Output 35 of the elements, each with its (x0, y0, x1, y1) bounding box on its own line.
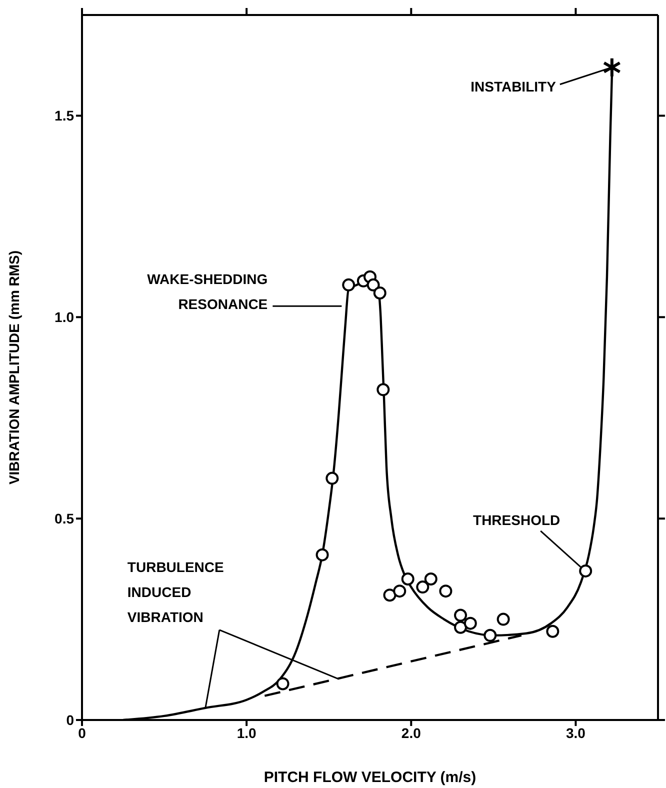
y-axis-title: VIBRATION AMPLITUDE (mm RMS) (6, 250, 22, 485)
point (464, 616, 477, 630)
point (316, 548, 329, 562)
annotation: TURBULENCE INDUCED VIBRATION (127, 558, 224, 625)
x-tick-label: 2.0 (401, 724, 422, 741)
x-tick-label: 0 (78, 724, 86, 741)
point (393, 584, 406, 598)
annotation: INSTABILITY (470, 78, 557, 94)
point (326, 472, 339, 485)
annotation: WAKE-SHEDDING RESONANCE (147, 271, 268, 312)
point (376, 383, 390, 396)
point (383, 588, 396, 602)
y-tick-label: 1.0 (54, 309, 74, 326)
point (342, 278, 356, 292)
point (484, 628, 497, 642)
point (366, 278, 380, 292)
point (454, 620, 468, 634)
y-tick-label: 0 (66, 712, 74, 728)
x-tick-label: 3.0 (566, 724, 586, 741)
point (373, 286, 386, 300)
point (602, 56, 622, 78)
point (546, 624, 560, 638)
y-tick-label: 0.5 (54, 510, 74, 527)
y-tick-label: 1.5 (54, 108, 74, 124)
point (496, 612, 510, 626)
point (276, 677, 290, 690)
point (454, 608, 468, 622)
point (439, 584, 452, 598)
point (416, 580, 430, 594)
point (424, 572, 438, 586)
x-tick-label: 1.0 (236, 724, 257, 741)
point (579, 564, 592, 578)
x-axis-title: PITCH FLOW VELOCITY (m/s) (264, 769, 476, 786)
annotation: THRESHOLD (473, 512, 560, 528)
point (401, 572, 414, 586)
